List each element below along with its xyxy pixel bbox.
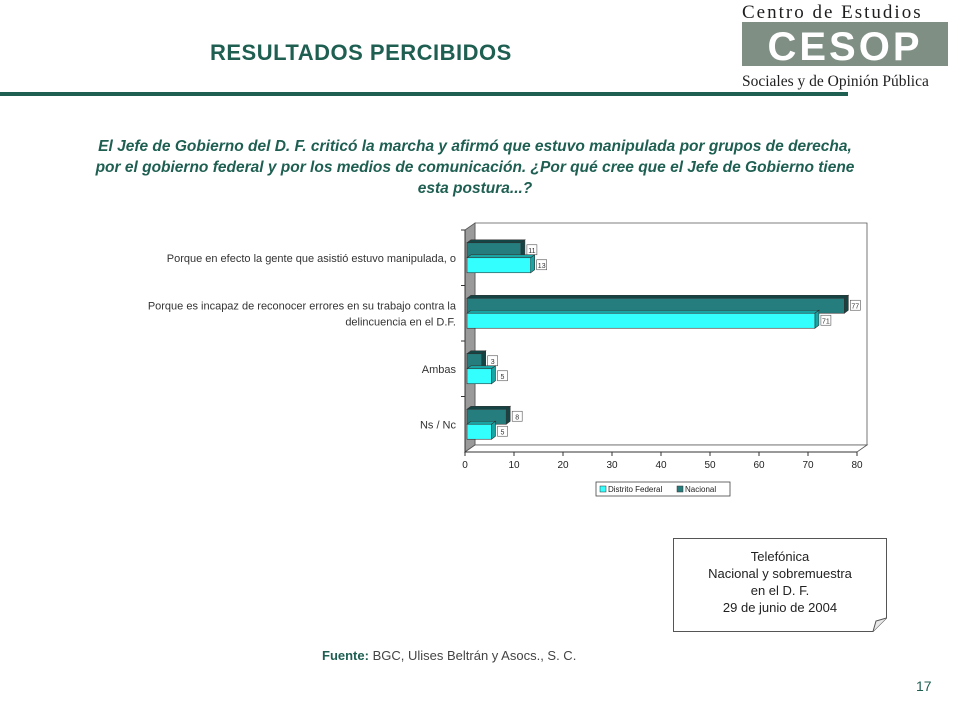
legend-label: Distrito Federal (608, 485, 662, 494)
legend-swatch (676, 485, 684, 493)
bar-top-face (466, 405, 512, 410)
x-tick-label: 70 (802, 460, 814, 471)
note-line: Nacional y sobremuestra (708, 566, 852, 581)
note-line: 29 de junio de 2004 (722, 600, 838, 615)
category-label: Porque es incapaz de reconocer errores e… (148, 300, 457, 312)
logo-line2: Sociales y de Opinión Pública (742, 73, 929, 90)
source-line: Fuente: BGC, Ulises Beltrán y Asocs., S.… (322, 648, 576, 663)
data-label: 5 (501, 429, 505, 436)
data-label: 71 (822, 318, 830, 325)
bar-top-face (466, 254, 536, 259)
data-label: 13 (538, 263, 546, 270)
note-line: Telefónica (750, 549, 810, 564)
bar-top-face (466, 294, 850, 299)
page-number: 17 (916, 678, 932, 694)
category-label: Porque en efecto la gente que asistió es… (167, 253, 456, 265)
note-text: Telefónica Nacional y sobremuestra en el… (673, 548, 887, 616)
category-label: Ns / Nc (420, 419, 457, 431)
category-label: Ambas (422, 364, 457, 376)
header-rule (0, 92, 848, 96)
category-label: delincuencia en el D.F. (345, 316, 456, 328)
bar-side-face (814, 309, 820, 329)
x-tick-label: 20 (557, 460, 569, 471)
data-label: 3 (491, 359, 495, 366)
data-label-box (849, 299, 861, 311)
bar-top-face (466, 239, 526, 244)
bar-side-face (843, 294, 849, 314)
x-tick-label: 50 (704, 460, 716, 471)
bar (466, 368, 492, 385)
bar-top-face (466, 365, 497, 370)
data-label-box (536, 259, 548, 271)
survey-question: El Jefe de Gobierno del D. F. criticó la… (95, 138, 855, 197)
note-line: en el D. F. (750, 583, 810, 598)
x-tick-label: 0 (462, 460, 468, 471)
bar-chart: 0 10 20 30 40 50 60 70 80 Porque en efecto la gen… (148, 222, 869, 497)
bar (466, 257, 532, 274)
data-label: 8 (515, 414, 519, 421)
data-label-box (820, 314, 832, 326)
x-tick-label: 10 (508, 460, 520, 471)
logo-acronym: CESOP (767, 25, 922, 69)
legend-swatch (599, 485, 607, 493)
x-tick-label: 40 (655, 460, 667, 471)
data-label-box (511, 410, 523, 422)
data-label-box (497, 370, 508, 382)
bar (466, 312, 816, 329)
bar-side-face (530, 254, 536, 274)
x-tick-label: 60 (753, 460, 765, 471)
source-label: Fuente: (322, 648, 369, 663)
data-label: 77 (851, 303, 859, 310)
data-label-box (497, 425, 508, 437)
source-text: BGC, Ulises Beltrán y Asocs., S. C. (372, 648, 577, 663)
bar (466, 423, 492, 440)
bar-side-face (505, 405, 511, 425)
logo-line1: Centro de Estudios (742, 2, 923, 23)
x-tick-label: 80 (851, 460, 863, 471)
bar-top-face (466, 309, 820, 314)
bar-side-face (491, 420, 496, 440)
bar-side-face (491, 365, 496, 385)
chart-floor (463, 444, 869, 453)
note-card (673, 538, 887, 632)
legend-box (595, 481, 731, 497)
bar-top-face (466, 420, 497, 425)
cesop-logo: Centro de Estudios CESOP Sociales y de O… (742, 2, 948, 90)
x-tick-label: 30 (606, 460, 618, 471)
page-title: RESULTADOS PERCIBIDOS (210, 40, 512, 65)
data-label: 11 (528, 248, 535, 255)
legend-label: Nacional (685, 485, 716, 494)
data-label: 5 (501, 374, 505, 381)
